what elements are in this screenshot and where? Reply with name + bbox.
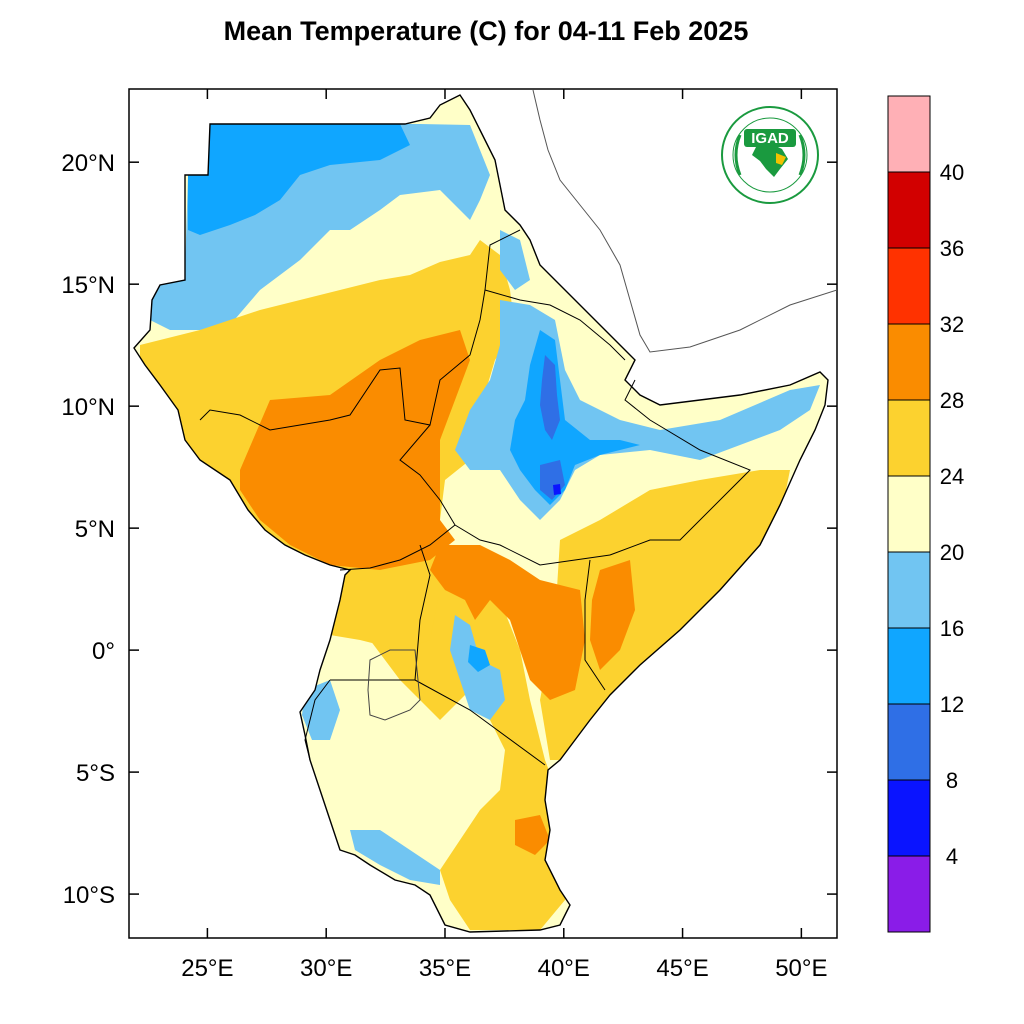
x-tick-label: 25°E: [181, 955, 233, 982]
colorbar-label: 36: [940, 236, 964, 261]
colorbar-label: 28: [940, 388, 964, 413]
colorbar-box: [887, 247, 931, 325]
x-tick-label: 50°E: [775, 955, 827, 982]
temp-band-24-28-somalia: [540, 470, 790, 760]
temp-band-28-32-somalia: [590, 560, 635, 670]
logo-label: IGAD: [751, 130, 789, 147]
region-coastline: [133, 94, 829, 933]
border-eritrea: [484, 289, 626, 361]
border-kenya-tanzania: [414, 679, 546, 766]
temp-band-12-16-sudan: [188, 124, 410, 235]
x-tick-label: 35°E: [419, 955, 471, 982]
temp-band-12-16-ethiopia: [510, 330, 640, 505]
y-tick-label: 5°S: [76, 760, 115, 787]
temp-band-28-32-tanzania: [515, 815, 550, 855]
y-tick-label: 0°: [92, 638, 115, 665]
border-ethiopia-kenya: [454, 524, 611, 566]
temp-band-8-12-ethiopia: [540, 355, 560, 440]
y-tick-label: 10°N: [61, 394, 115, 421]
temp-band-12-16-kenya: [468, 645, 490, 672]
y-tick-label: 15°N: [61, 272, 115, 299]
temp-band-28-32-south-sudan: [240, 330, 470, 570]
logo-label-bg: [744, 129, 796, 147]
border-kenya-somalia: [584, 559, 606, 691]
red-sea-coastline: [532, 89, 837, 353]
map-title: Mean Temperature (C) for 04-11 Feb 2025: [223, 16, 749, 46]
border-sudan-south-sudan: [199, 319, 481, 431]
colorbar-label: 32: [940, 312, 964, 337]
logo-horn-highlight: [776, 153, 786, 165]
logo-laurel-right: [798, 134, 806, 176]
border-west-tanzania: [304, 679, 331, 761]
igad-logo: IGAD: [721, 106, 819, 204]
temp-band-4-8-spot: [553, 484, 561, 495]
colorbar-label: 4: [946, 844, 958, 869]
colorbar-label: 24: [940, 464, 964, 489]
temp-band-28-32-kenya: [430, 545, 585, 700]
y-tick-label: 10°S: [63, 882, 115, 909]
colorbar: 4 8 12 16 20 24 28 32 36 40: [887, 95, 964, 933]
colorbar-box: [887, 323, 931, 401]
logo-africa-shape: [752, 143, 788, 177]
colorbar-box: [887, 627, 931, 705]
temp-band-24-28-lake-victoria: [330, 560, 440, 650]
country-borders: [199, 229, 751, 766]
map-axes: 25°E 30°E 35°E 40°E 45°E 50°E 20°N 15°N 10°N 5°N 0…: [61, 89, 837, 982]
x-tick-label: 30°E: [300, 955, 352, 982]
border-uganda: [330, 544, 431, 681]
temp-band-16-20-tanzania-sw: [350, 830, 440, 885]
colorbar-box: [887, 95, 931, 173]
colorbar-box: [887, 855, 931, 933]
colorbar-box: [887, 551, 931, 629]
border-ethiopia-somalia: [609, 379, 751, 556]
colorbar-box: [887, 399, 931, 477]
colorbar-label: 16: [940, 616, 964, 641]
x-tick-label: 45°E: [656, 955, 708, 982]
colorbar-label: 12: [940, 692, 964, 717]
colorbar-box: [887, 475, 931, 553]
colorbar-box: [887, 171, 931, 249]
y-tick-label: 20°N: [61, 150, 115, 177]
colorbar-box: [887, 703, 931, 781]
colorbar-label: 8: [946, 768, 958, 793]
border-sudan-east: [479, 229, 521, 321]
colorbar-box: [887, 779, 931, 857]
logo-laurel-left: [734, 134, 742, 176]
colorbar-label: 20: [940, 540, 964, 565]
logo-inner-ring: [732, 117, 808, 193]
x-tick-label: 40°E: [538, 955, 590, 982]
lake-victoria-outline: [367, 649, 421, 721]
y-tick-label: 5°N: [75, 516, 115, 543]
colorbar-label: 40: [940, 160, 964, 185]
temp-band-16-20-sudan-red-sea: [500, 230, 530, 290]
